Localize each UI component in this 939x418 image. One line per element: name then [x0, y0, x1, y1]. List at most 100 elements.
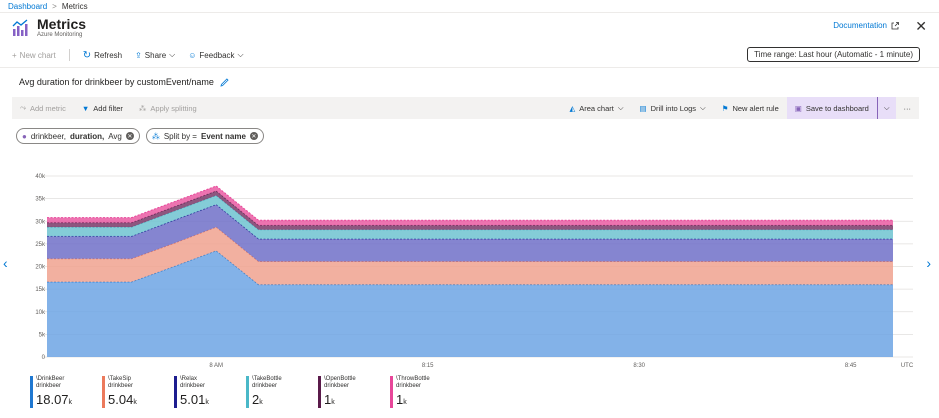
remove-metric-icon[interactable]: ✕ [125, 132, 134, 140]
feedback-button[interactable]: ☺ Feedback ⌵ [188, 50, 243, 60]
add-metric-label: Add metric [30, 103, 66, 113]
chart-title-text: Avg duration for drinkbeer by customEven… [19, 77, 214, 87]
breadcrumb: Dashboard > Metrics [8, 0, 88, 12]
chart-command-bar: ⤳ Add metric ▼ Add filter ⁂ Apply splitt… [12, 97, 919, 119]
new-chart-label: New chart [19, 50, 56, 60]
add-filter-label: Add filter [93, 103, 123, 113]
add-metric-icon: ⤳ [20, 103, 26, 112]
main-toolbar: + New chart ↻ Refresh ⇪ Share ⌵ ☺ Feedba… [12, 46, 244, 64]
y-tick-label: 15k [35, 287, 46, 293]
metric-pill-bold: duration, [69, 131, 105, 141]
legend-unit: k [331, 399, 335, 406]
legend-unit: k [259, 399, 263, 406]
y-tick-label: 40k [35, 174, 46, 180]
chevron-right-icon[interactable]: › [926, 255, 931, 271]
close-icon[interactable]: ✕ [915, 18, 927, 34]
y-tick-label: 30k [35, 219, 46, 225]
save-to-dashboard-button[interactable]: ▣ Save to dashboard [786, 97, 877, 119]
refresh-button[interactable]: ↻ Refresh [83, 50, 122, 61]
legend-swatch [390, 376, 393, 408]
legend-series-name: \DrinkBeer [36, 376, 65, 382]
legend-series-name: \Relax [180, 376, 198, 382]
chevron-down-icon: ⌵ [883, 103, 890, 112]
legend-series-name: \OpenBottle [324, 376, 356, 382]
area-chart-button[interactable]: ◭ Area chart ⌵ [561, 97, 631, 119]
metric-pill[interactable]: ● drinkbeer, duration, Avg ✕ [16, 128, 140, 144]
x-tick-label: 8:45 [845, 363, 857, 369]
more-options-button[interactable]: ··· [903, 103, 912, 113]
divider [0, 67, 939, 68]
external-link-icon [891, 21, 899, 29]
chart-title: Avg duration for drinkbeer by customEven… [19, 77, 229, 87]
legend-value: 1k [324, 392, 356, 410]
legend-value-number: 18.07 [36, 392, 69, 407]
y-tick-label: 25k [35, 242, 46, 248]
refresh-label: Refresh [94, 50, 123, 60]
metric-pills: ● drinkbeer, duration, Avg ✕ ⁂ Split by … [16, 128, 264, 144]
legend-value-number: 2 [252, 392, 260, 407]
split-pill[interactable]: ⁂ Split by = Event name ✕ [145, 128, 264, 144]
legend-item[interactable]: \TakeBottle drinkbeer 2k [246, 376, 303, 410]
area-chart[interactable]: 0 5k 10k 15k 20k 25k 30k 35k 40k 8 AM 8:15 8:30 8:45… [0, 160, 939, 375]
x-tick-label: 8:15 [422, 363, 434, 369]
chevron-down-icon: ⌵ [237, 50, 244, 59]
y-tick-label: 0 [42, 355, 46, 361]
legend-item[interactable]: \TakeSip drinkbeer 5.04k [102, 376, 159, 410]
legend-item[interactable]: \Relax drinkbeer 5.01k [174, 376, 231, 410]
metric-pill-suffix: Avg [108, 131, 122, 141]
feedback-label: Feedback [199, 50, 235, 60]
divider [0, 12, 939, 13]
save-dashboard-label: Save to dashboard [805, 103, 869, 113]
legend-unit: k [403, 399, 407, 406]
legend-swatch [246, 376, 249, 408]
apply-splitting-button[interactable]: ⁂ Apply splitting [131, 97, 205, 119]
area-chart-label: Area chart [579, 103, 614, 113]
page-title: Metrics [37, 16, 87, 32]
legend-item[interactable]: \OpenBottle drinkbeer 1k [318, 376, 375, 410]
documentation-label: Documentation [833, 21, 887, 30]
documentation-link[interactable]: Documentation [833, 21, 899, 30]
new-alert-label: New alert rule [732, 103, 779, 113]
remove-split-icon[interactable]: ✕ [249, 132, 258, 140]
chevron-down-icon: ⌵ [617, 103, 624, 112]
x-tick-label: 8 AM [209, 363, 223, 369]
legend-source: drinkbeer [36, 383, 62, 389]
legend-item[interactable]: \ThrowBottle drinkbeer 1k [390, 376, 447, 410]
edit-pencil-icon[interactable] [220, 77, 229, 87]
split-icon: ⁂ [138, 103, 147, 113]
metric-pill-prefix: drinkbeer, [30, 131, 66, 141]
area-series [47, 186, 893, 226]
drill-logs-button[interactable]: ▤ Drill into Logs ⌵ [632, 97, 714, 119]
new-alert-rule-button[interactable]: ⚑ New alert rule [714, 97, 787, 119]
breadcrumb-dashboard-link[interactable]: Dashboard [8, 1, 48, 11]
drill-logs-label: Drill into Logs [650, 103, 697, 113]
alert-icon: ⚑ [721, 103, 729, 113]
area-chart-icon: ◭ [569, 103, 576, 113]
y-tick-label: 35k [35, 197, 46, 203]
share-label: Share [144, 50, 167, 60]
smiley-icon: ☺ [188, 50, 197, 60]
chevron-down-icon: ⌵ [700, 103, 706, 112]
time-range-picker[interactable]: Time range: Last hour (Automatic - 1 min… [747, 47, 920, 62]
breadcrumb-current: Metrics [61, 1, 88, 11]
new-chart-button[interactable]: + New chart [12, 51, 56, 60]
y-tick-label: 5k [39, 332, 46, 338]
legend-item[interactable]: \DrinkBeer drinkbeer 18.07k [30, 376, 87, 410]
page-subtitle: Azure Monitoring [37, 32, 83, 38]
series-line [47, 185, 893, 221]
area-series [47, 190, 893, 230]
y-tick-label: 10k [35, 310, 46, 316]
add-metric-button[interactable]: ⤳ Add metric [12, 97, 74, 119]
share-button[interactable]: ⇪ Share ⌵ [135, 50, 175, 60]
x-unit-label: UTC [901, 363, 914, 369]
split-icon: ⁂ [151, 131, 160, 141]
add-filter-button[interactable]: ▼ Add filter [74, 97, 131, 119]
chevron-left-icon[interactable]: ‹ [3, 255, 8, 271]
y-tick-label: 20k [35, 265, 46, 271]
filter-icon: ▼ [81, 103, 90, 113]
metrics-logo-icon [12, 19, 28, 36]
save-options-dropdown[interactable]: ⌵ [876, 97, 896, 119]
legend-source: drinkbeer [324, 383, 350, 389]
legend-value: 2k [252, 392, 282, 410]
legend-source: drinkbeer [180, 383, 206, 389]
